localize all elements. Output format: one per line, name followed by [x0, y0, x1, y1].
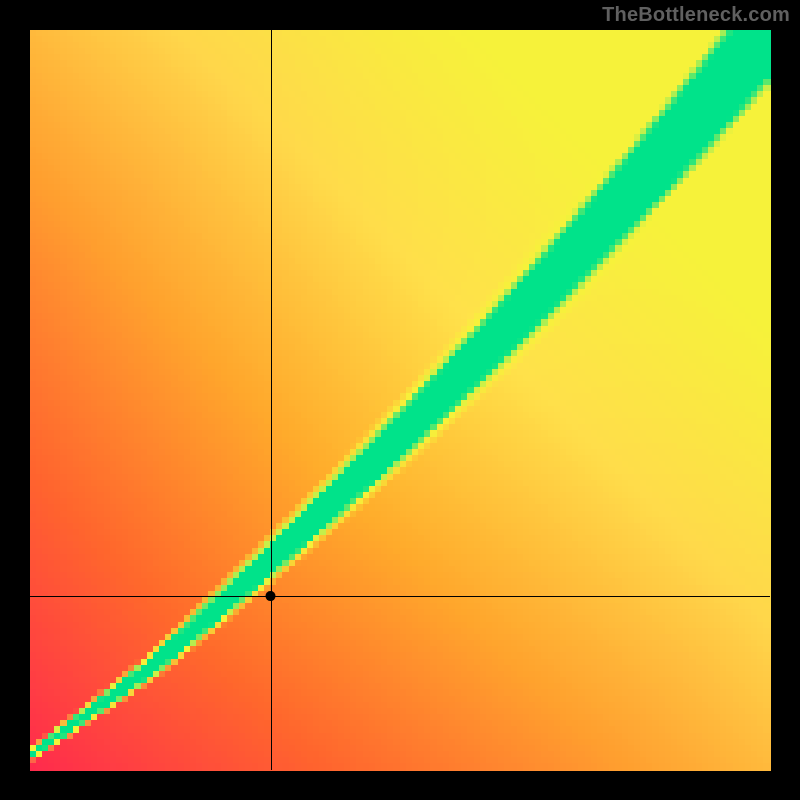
bottleneck-heatmap	[0, 0, 800, 800]
chart-container: TheBottleneck.com	[0, 0, 800, 800]
watermark-text: TheBottleneck.com	[602, 4, 790, 27]
